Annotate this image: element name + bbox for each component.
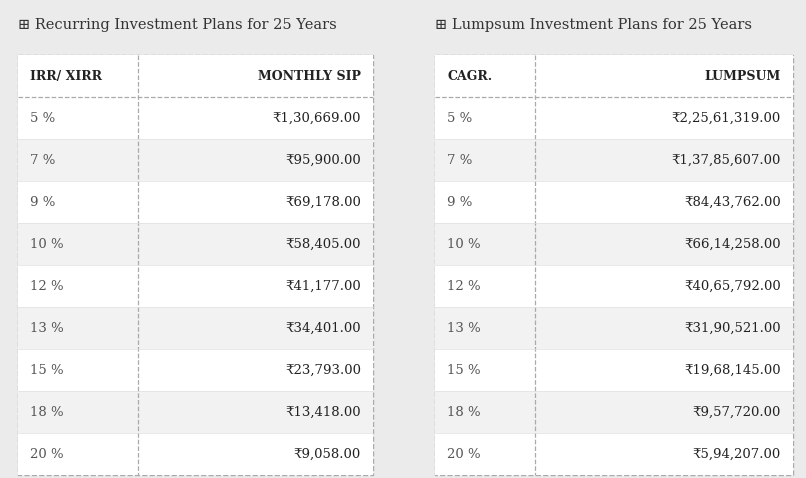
Text: ₹1,30,669.00: ₹1,30,669.00 [272,111,361,124]
Text: 18 %: 18 % [30,405,64,419]
Bar [18,55,373,97]
Bar [18,391,373,433]
Text: 13 %: 13 % [447,322,480,335]
Bar [18,97,373,139]
Text: LUMPSUM: LUMPSUM [704,69,781,83]
Text: 7 %: 7 % [30,153,56,166]
Text: 15 %: 15 % [447,363,480,377]
Text: IRR/ XIRR: IRR/ XIRR [30,69,102,83]
Text: 15 %: 15 % [30,363,64,377]
Text: 5 %: 5 % [447,111,472,124]
Bar [435,181,793,223]
Text: ⊞ Recurring Investment Plans for 25 Years: ⊞ Recurring Investment Plans for 25 Year… [18,18,337,32]
Text: ₹19,68,145.00: ₹19,68,145.00 [684,363,781,377]
Text: 13 %: 13 % [30,322,64,335]
Bar [435,391,793,433]
Text: ₹66,14,258.00: ₹66,14,258.00 [684,238,781,250]
Text: ₹9,058.00: ₹9,058.00 [293,447,361,460]
Bar [18,307,373,349]
Bar [18,265,373,307]
Text: 20 %: 20 % [447,447,480,460]
Bar [435,265,793,307]
Text: ₹41,177.00: ₹41,177.00 [285,280,361,293]
Bar [435,55,793,475]
Text: ₹13,418.00: ₹13,418.00 [285,405,361,419]
Text: CAGR.: CAGR. [447,69,492,83]
Bar [435,349,793,391]
Text: ₹84,43,762.00: ₹84,43,762.00 [684,196,781,208]
Text: 12 %: 12 % [447,280,480,293]
Bar [18,433,373,475]
Bar [435,55,793,97]
Text: 7 %: 7 % [447,153,472,166]
Bar [435,223,793,265]
Bar [18,181,373,223]
Text: ₹9,57,720.00: ₹9,57,720.00 [692,405,781,419]
Text: 5 %: 5 % [30,111,56,124]
Text: MONTHLY SIP: MONTHLY SIP [258,69,361,83]
Text: ₹58,405.00: ₹58,405.00 [285,238,361,250]
Bar [18,55,373,475]
Bar [18,223,373,265]
Text: ₹95,900.00: ₹95,900.00 [285,153,361,166]
Text: 10 %: 10 % [30,238,64,250]
Bar [435,307,793,349]
Bar [18,139,373,181]
Bar [435,433,793,475]
Text: ₹2,25,61,319.00: ₹2,25,61,319.00 [671,111,781,124]
Text: ₹31,90,521.00: ₹31,90,521.00 [684,322,781,335]
Text: ₹40,65,792.00: ₹40,65,792.00 [684,280,781,293]
Bar [435,139,793,181]
Text: 18 %: 18 % [447,405,480,419]
Bar [18,349,373,391]
Text: ⊞ Lumpsum Investment Plans for 25 Years: ⊞ Lumpsum Investment Plans for 25 Years [435,18,752,32]
Text: 9 %: 9 % [30,196,56,208]
Text: 12 %: 12 % [30,280,64,293]
Text: ₹34,401.00: ₹34,401.00 [285,322,361,335]
Text: ₹5,94,207.00: ₹5,94,207.00 [692,447,781,460]
Text: 9 %: 9 % [447,196,472,208]
Bar [435,97,793,139]
Text: 10 %: 10 % [447,238,480,250]
Text: ₹1,37,85,607.00: ₹1,37,85,607.00 [671,153,781,166]
Text: ₹69,178.00: ₹69,178.00 [285,196,361,208]
Text: ₹23,793.00: ₹23,793.00 [285,363,361,377]
Text: 20 %: 20 % [30,447,64,460]
